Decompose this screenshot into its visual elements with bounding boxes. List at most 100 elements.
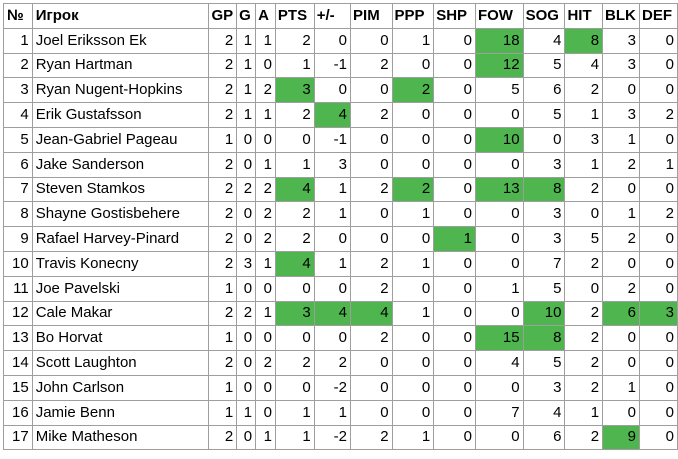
cell-pts: 0 — [274, 126, 315, 153]
cell-player: Cale Makar — [31, 300, 210, 327]
column-header-pts: PTS — [274, 3, 315, 29]
cell-pim: 0 — [350, 77, 393, 104]
cell-g: 2 — [236, 176, 257, 203]
cell-sog: 6 — [522, 77, 566, 104]
column-header-pim: PIM — [350, 3, 393, 29]
cell-def: 0 — [639, 176, 678, 203]
cell-plus-minus: 1 — [313, 201, 352, 228]
cell-number: 14 — [3, 350, 33, 376]
cell-a: 1 — [255, 27, 276, 54]
cell-a: 1 — [255, 250, 276, 277]
column-header-blk: BLK — [602, 3, 641, 29]
cell-hit: 2 — [564, 300, 604, 327]
cell-gp: 2 — [208, 424, 238, 451]
cell-def: 0 — [639, 399, 678, 426]
cell-g: 1 — [236, 102, 257, 128]
cell-pts: 4 — [274, 250, 315, 277]
cell-a: 2 — [255, 201, 276, 228]
cell-shp: 0 — [433, 77, 476, 104]
cell-blk: 0 — [602, 77, 641, 104]
cell-blk: 2 — [602, 275, 641, 302]
cell-shp: 0 — [433, 151, 476, 178]
cell-fow: 0 — [474, 226, 524, 252]
cell-pts: 1 — [274, 52, 315, 79]
cell-number: 11 — [3, 275, 33, 302]
table-row: 1 Joel Eriksson Ek 2 1 1 2 0 0 1 0 18 4 8 3 0 — [3, 27, 678, 54]
cell-pim: 0 — [350, 350, 393, 376]
cell-ppp: 0 — [391, 275, 435, 302]
cell-blk: 1 — [602, 126, 641, 153]
cell-ppp: 0 — [391, 226, 435, 252]
cell-ppp: 0 — [391, 350, 435, 376]
column-header-shp: SHP — [433, 3, 476, 29]
cell-player: Ryan Nugent-Hopkins — [31, 77, 210, 104]
cell-hit: 3 — [564, 126, 604, 153]
cell-ppp: 1 — [391, 250, 435, 277]
cell-ppp: 0 — [391, 52, 435, 79]
cell-plus-minus: 1 — [313, 399, 352, 426]
cell-g: 2 — [236, 300, 257, 327]
cell-sog: 0 — [522, 126, 566, 153]
cell-pim: 2 — [350, 275, 393, 302]
cell-plus-minus: 0 — [313, 275, 352, 302]
cell-blk: 0 — [602, 325, 641, 352]
cell-ppp: 0 — [391, 399, 435, 426]
cell-a: 0 — [255, 275, 276, 302]
cell-hit: 2 — [564, 250, 604, 277]
table-body: 1 Joel Eriksson Ek 2 1 1 2 0 0 1 0 18 4 8 3 0 2 Ryan Har… — [3, 27, 678, 451]
cell-g: 0 — [236, 325, 257, 352]
cell-pts: 1 — [274, 151, 315, 178]
column-header-number: № — [3, 3, 33, 29]
cell-pim: 0 — [350, 126, 393, 153]
cell-ppp: 0 — [391, 151, 435, 178]
cell-pts: 3 — [274, 77, 315, 104]
cell-blk: 9 — [602, 424, 641, 451]
cell-sog: 3 — [522, 151, 566, 178]
cell-a: 1 — [255, 151, 276, 178]
column-header-hit: HIT — [564, 3, 604, 29]
cell-player: Erik Gustafsson — [31, 102, 210, 128]
cell-plus-minus: -2 — [313, 374, 352, 401]
cell-blk: 1 — [602, 201, 641, 228]
cell-shp: 0 — [433, 300, 476, 327]
cell-shp: 0 — [433, 424, 476, 451]
cell-player: Scott Laughton — [31, 350, 210, 376]
cell-ppp: 0 — [391, 374, 435, 401]
cell-sog: 4 — [522, 27, 566, 54]
column-header-g: G — [236, 3, 257, 29]
table-row: 9 Rafael Harvey-Pinard 2 0 2 2 0 0 0 1 0 3 5 2 0 — [3, 226, 678, 252]
cell-blk: 1 — [602, 374, 641, 401]
cell-player: Travis Konecny — [31, 250, 210, 277]
cell-player: Bo Horvat — [31, 325, 210, 352]
table-row: 15 John Carlson 1 0 0 0 -2 0 0 0 0 3 2 1 0 — [3, 374, 678, 401]
cell-fow: 0 — [474, 374, 524, 401]
cell-gp: 2 — [208, 350, 238, 376]
cell-g: 0 — [236, 374, 257, 401]
cell-blk: 3 — [602, 27, 641, 54]
cell-gp: 1 — [208, 374, 238, 401]
cell-plus-minus: -1 — [313, 126, 352, 153]
cell-fow: 0 — [474, 201, 524, 228]
cell-shp: 0 — [433, 374, 476, 401]
cell-shp: 0 — [433, 126, 476, 153]
cell-gp: 1 — [208, 275, 238, 302]
cell-gp: 2 — [208, 151, 238, 178]
cell-sog: 8 — [522, 176, 566, 203]
cell-shp: 0 — [433, 275, 476, 302]
cell-g: 0 — [236, 275, 257, 302]
cell-def: 0 — [639, 325, 678, 352]
cell-plus-minus: 4 — [313, 102, 352, 128]
table-row: 3 Ryan Nugent-Hopkins 2 1 2 3 0 0 2 0 5 6 2 0 0 — [3, 77, 678, 104]
cell-ppp: 1 — [391, 201, 435, 228]
cell-pim: 0 — [350, 201, 393, 228]
cell-def: 0 — [639, 226, 678, 252]
cell-number: 13 — [3, 325, 33, 352]
cell-gp: 2 — [208, 52, 238, 79]
cell-ppp: 1 — [391, 27, 435, 54]
cell-number: 9 — [3, 226, 33, 252]
cell-sog: 3 — [522, 201, 566, 228]
cell-fow: 0 — [474, 102, 524, 128]
cell-gp: 2 — [208, 102, 238, 128]
table-row: 11 Joe Pavelski 1 0 0 0 0 2 0 0 1 5 0 2 0 — [3, 275, 678, 302]
cell-hit: 4 — [564, 52, 604, 79]
